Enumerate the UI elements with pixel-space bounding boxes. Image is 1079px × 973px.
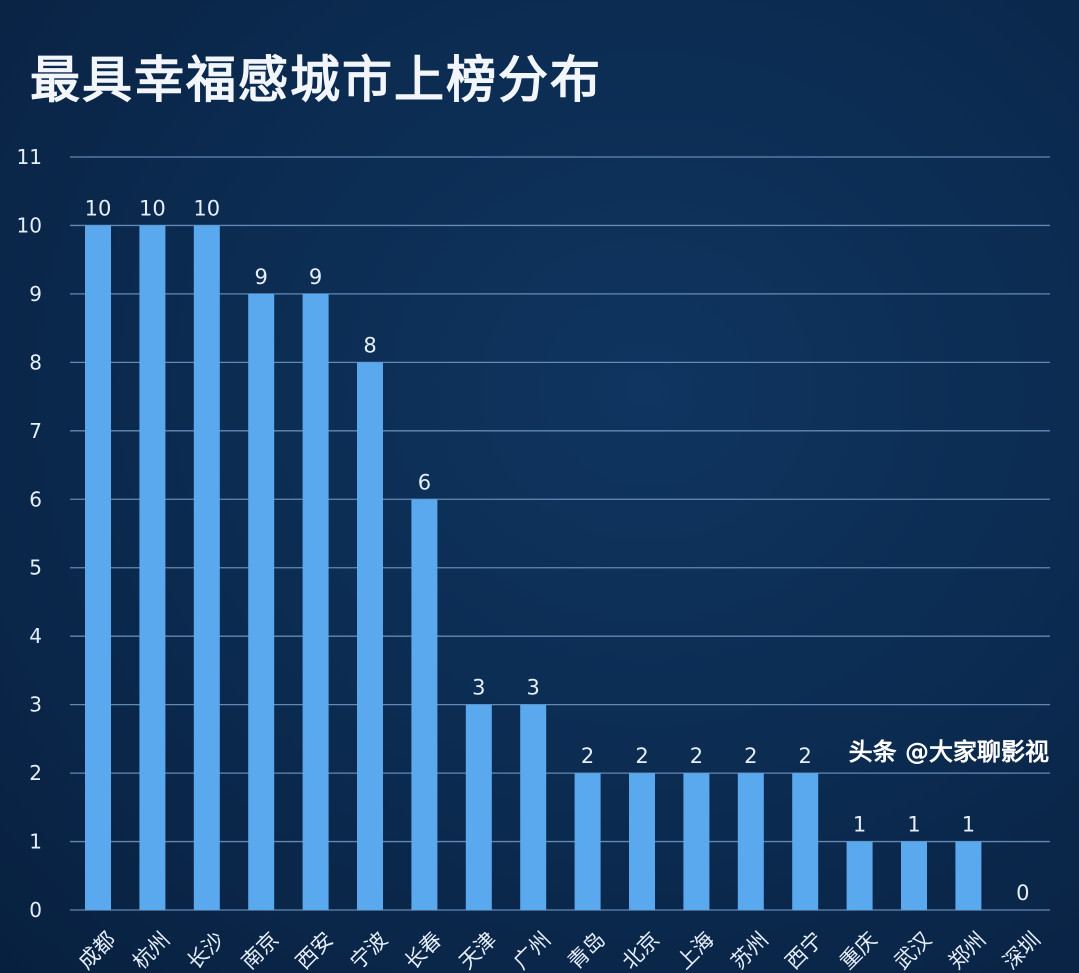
bar <box>574 773 601 910</box>
data-label: 0 <box>1016 881 1029 905</box>
x-tick-label: 苏州 <box>726 927 773 973</box>
x-tick-label: 长春 <box>400 927 447 973</box>
y-tick-label: 3 <box>29 693 42 717</box>
x-tick-label: 青岛 <box>563 927 610 973</box>
x-tick-label: 广州 <box>509 927 556 973</box>
bar <box>901 841 927 910</box>
data-label: 6 <box>418 470 431 494</box>
data-label: 10 <box>85 196 112 220</box>
x-tick-label: 重庆 <box>835 927 882 973</box>
data-label: 10 <box>139 196 166 220</box>
chart-title: 最具幸福感城市上榜分布 <box>30 51 602 109</box>
bar <box>193 225 220 911</box>
data-label: 2 <box>581 744 594 768</box>
bar <box>792 773 819 910</box>
bar <box>302 293 329 911</box>
x-tick-label: 成都 <box>74 927 121 973</box>
y-tick-label: 10 <box>17 213 42 237</box>
data-label: 2 <box>799 744 812 768</box>
data-label: 1 <box>962 813 975 837</box>
data-label: 2 <box>744 744 757 768</box>
x-tick-label: 上海 <box>672 927 719 973</box>
y-tick-label: 8 <box>29 350 42 374</box>
bar <box>465 704 492 910</box>
data-label: 3 <box>527 676 540 700</box>
y-tick-label: 11 <box>17 145 42 169</box>
data-label: 8 <box>363 333 376 357</box>
y-tick-label: 5 <box>29 556 42 580</box>
x-tick-label: 郑州 <box>944 927 991 973</box>
data-label: 9 <box>309 265 322 289</box>
y-tick-label: 1 <box>29 830 42 854</box>
bar <box>683 773 710 910</box>
data-label: 2 <box>635 744 648 768</box>
data-label: 10 <box>193 196 220 220</box>
bar <box>85 225 111 911</box>
bar <box>955 841 982 910</box>
x-tick-label: 武汉 <box>890 927 937 973</box>
data-label: 1 <box>907 813 920 837</box>
y-tick-label: 0 <box>29 898 42 922</box>
y-tick-label: 2 <box>29 761 42 785</box>
x-tick-label: 天津 <box>454 927 501 973</box>
x-tick-label: 西宁 <box>781 927 828 973</box>
y-tick-label: 4 <box>29 624 42 648</box>
y-tick-label: 7 <box>29 419 42 443</box>
data-label: 1 <box>853 813 866 837</box>
bar <box>139 225 166 911</box>
x-tick-label: 深圳 <box>998 927 1045 973</box>
x-tick-label: 杭州 <box>128 927 175 973</box>
data-label: 2 <box>690 744 703 768</box>
x-tick-label: 北京 <box>618 927 665 973</box>
y-tick-label: 9 <box>29 282 42 306</box>
x-tick-label: 南京 <box>237 927 284 973</box>
bar <box>846 841 873 910</box>
bar <box>737 773 764 910</box>
watermark: 头条 @大家聊影视 <box>848 738 1049 766</box>
bar <box>248 293 275 911</box>
x-tick-label: 长沙 <box>182 927 229 973</box>
bar <box>411 499 438 910</box>
data-label: 9 <box>255 265 268 289</box>
x-tick-label: 西安 <box>291 927 338 973</box>
bar <box>629 773 655 910</box>
bar <box>520 704 547 910</box>
y-tick-label: 6 <box>29 487 42 511</box>
bar <box>357 362 383 910</box>
x-tick-label: 宁波 <box>346 927 393 973</box>
data-label: 3 <box>472 676 485 700</box>
